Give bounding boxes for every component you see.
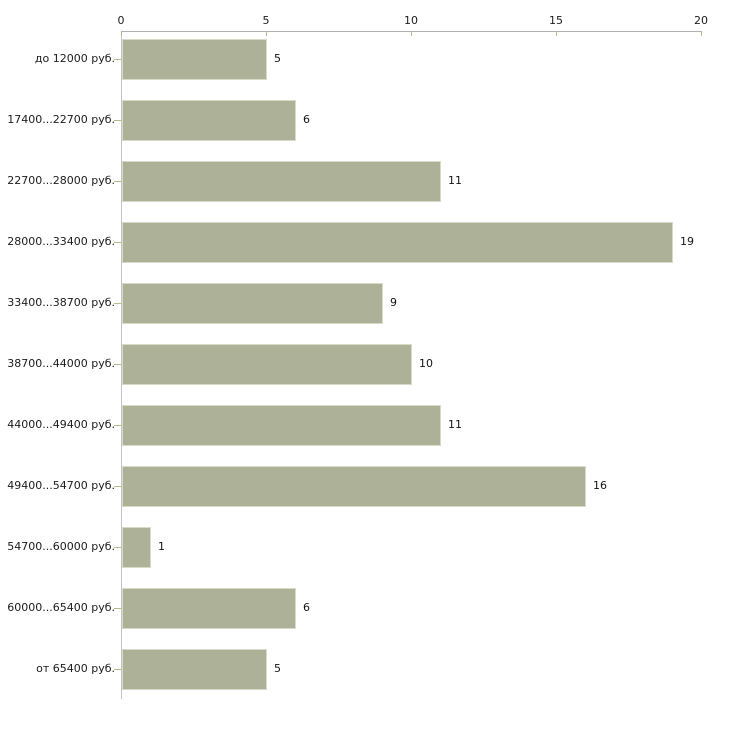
x-axis-tick-label: 10 — [404, 14, 418, 27]
y-axis-tick-mark — [114, 669, 121, 670]
x-axis-tick-mark — [701, 31, 702, 36]
category-label: 49400...54700 руб. — [7, 479, 115, 492]
bar-row: 38700...44000 руб. 10 — [0, 336, 730, 397]
bar-row: 17400...22700 руб. 6 — [0, 92, 730, 153]
bar — [122, 649, 267, 690]
value-label: 6 — [303, 113, 310, 126]
bar-row: 33400...38700 руб. 9 — [0, 275, 730, 336]
y-axis-tick-mark — [114, 486, 121, 487]
x-axis-tick-label: 20 — [694, 14, 708, 27]
bar-row: от 65400 руб. 5 — [0, 641, 730, 702]
x-axis-tick-mark — [556, 31, 557, 36]
bar — [122, 161, 441, 202]
bar — [122, 344, 412, 385]
y-axis-tick-mark — [114, 547, 121, 548]
category-label: 60000...65400 руб. — [7, 601, 115, 614]
category-label: 38700...44000 руб. — [7, 357, 115, 370]
bar — [122, 405, 441, 446]
x-axis-tick-mark — [411, 31, 412, 36]
value-label: 11 — [448, 418, 462, 431]
x-axis-tick-label: 5 — [262, 14, 270, 27]
y-axis-tick-mark — [114, 181, 121, 182]
bar-row: 44000...49400 руб. 11 — [0, 397, 730, 458]
category-label: 54700...60000 руб. — [7, 540, 115, 553]
bar — [122, 222, 673, 263]
y-axis-tick-mark — [114, 59, 121, 60]
y-axis-tick-mark — [114, 364, 121, 365]
y-axis-tick-mark — [114, 120, 121, 121]
y-axis-tick-mark — [114, 242, 121, 243]
x-axis-tick-mark — [121, 31, 122, 36]
category-label: 33400...38700 руб. — [7, 296, 115, 309]
bar-row: 22700...28000 руб. 11 — [0, 153, 730, 214]
bar — [122, 527, 151, 568]
bar-row: 60000...65400 руб. 6 — [0, 580, 730, 641]
bar-row: 28000...33400 руб. 19 — [0, 214, 730, 275]
value-label: 16 — [593, 479, 607, 492]
bar — [122, 100, 296, 141]
bar-row: 54700...60000 руб. 1 — [0, 519, 730, 580]
value-label: 6 — [303, 601, 310, 614]
category-label: 28000...33400 руб. — [7, 235, 115, 248]
bar — [122, 39, 267, 80]
bar — [122, 588, 296, 629]
value-label: 5 — [274, 662, 281, 675]
value-label: 19 — [680, 235, 694, 248]
y-axis-line — [121, 31, 122, 699]
value-label: 9 — [390, 296, 397, 309]
value-label: 11 — [448, 174, 462, 187]
category-label: до 12000 руб. — [34, 52, 115, 65]
value-label: 10 — [419, 357, 433, 370]
value-label: 1 — [158, 540, 165, 553]
category-label: 22700...28000 руб. — [7, 174, 115, 187]
category-label: 44000...49400 руб. — [7, 418, 115, 431]
bar — [122, 283, 383, 324]
x-axis-tick-mark — [266, 31, 267, 36]
y-axis-tick-mark — [114, 608, 121, 609]
y-axis-tick-mark — [114, 425, 121, 426]
x-axis-tick-label: 15 — [549, 14, 563, 27]
x-axis-tick-label: 0 — [117, 14, 125, 27]
bar — [122, 466, 586, 507]
y-axis-tick-mark — [114, 303, 121, 304]
value-label: 5 — [274, 52, 281, 65]
bar-row: 49400...54700 руб. 16 — [0, 458, 730, 519]
bar-row: до 12000 руб. 5 — [0, 31, 730, 92]
category-label: 17400...22700 руб. — [7, 113, 115, 126]
category-label: от 65400 руб. — [36, 662, 115, 675]
